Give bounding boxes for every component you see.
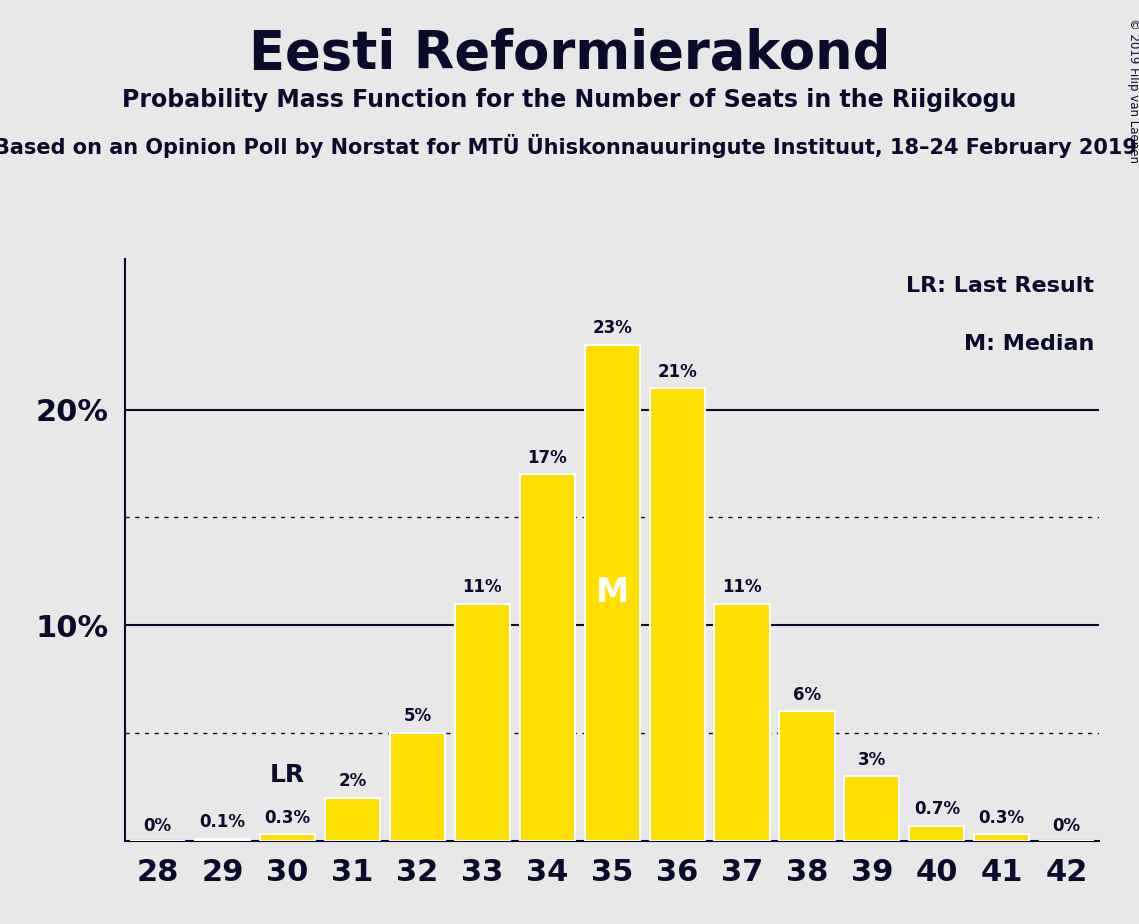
Text: M: M <box>596 577 629 610</box>
Bar <box>454 603 510 841</box>
Text: Eesti Reformierakond: Eesti Reformierakond <box>248 28 891 79</box>
Bar <box>390 733 445 841</box>
Bar <box>584 345 640 841</box>
Bar <box>195 839 251 841</box>
Text: 5%: 5% <box>403 708 432 725</box>
Text: 0.3%: 0.3% <box>978 808 1025 827</box>
Bar <box>519 474 575 841</box>
Text: 11%: 11% <box>722 578 762 596</box>
Bar <box>844 776 900 841</box>
Text: 0.7%: 0.7% <box>913 800 960 819</box>
Text: 0.3%: 0.3% <box>264 808 311 827</box>
Text: 23%: 23% <box>592 320 632 337</box>
Bar <box>909 826 965 841</box>
Bar <box>974 834 1030 841</box>
Bar <box>649 388 705 841</box>
Text: © 2019 Filip van Laenen: © 2019 Filip van Laenen <box>1126 18 1139 164</box>
Text: 21%: 21% <box>657 362 697 381</box>
Text: M: Median: M: Median <box>964 334 1095 355</box>
Bar <box>260 834 316 841</box>
Text: 2%: 2% <box>338 772 367 790</box>
Text: 0%: 0% <box>144 818 172 835</box>
Bar <box>325 797 380 841</box>
Text: 0%: 0% <box>1052 818 1081 835</box>
Text: 17%: 17% <box>527 449 567 467</box>
Bar <box>779 711 835 841</box>
Text: 11%: 11% <box>462 578 502 596</box>
Text: 0.1%: 0.1% <box>199 813 246 832</box>
Bar <box>714 603 770 841</box>
Text: 3%: 3% <box>858 750 886 769</box>
Text: LR: Last Result: LR: Last Result <box>907 276 1095 297</box>
Text: Probability Mass Function for the Number of Seats in the Riigikogu: Probability Mass Function for the Number… <box>122 88 1017 112</box>
Text: 6%: 6% <box>793 686 821 704</box>
Text: LR: LR <box>270 763 305 787</box>
Text: Based on an Opinion Poll by Norstat for MTÜ Ühiskonnauuringute Instituut, 18–24 : Based on an Opinion Poll by Norstat for … <box>0 134 1138 158</box>
